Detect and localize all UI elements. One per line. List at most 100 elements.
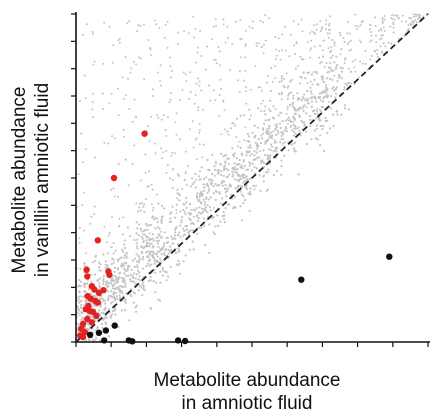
background-point (152, 239, 155, 242)
background-point (293, 147, 296, 150)
background-point (216, 184, 219, 187)
background-point (213, 165, 216, 168)
background-point (259, 189, 262, 192)
background-point (137, 210, 140, 213)
background-point (391, 14, 394, 17)
background-point (272, 130, 275, 133)
background-point (142, 205, 145, 208)
background-point (242, 181, 245, 184)
background-point (382, 34, 384, 37)
background-point (262, 174, 266, 177)
series-black-points (86, 253, 393, 345)
background-point (161, 274, 165, 277)
background-point (302, 71, 305, 74)
background-point (382, 21, 385, 24)
background-point (178, 99, 181, 102)
background-point (108, 295, 111, 298)
background-point (329, 15, 332, 18)
background-point (159, 79, 162, 82)
background-point (137, 261, 140, 264)
background-point (107, 285, 110, 288)
background-point (412, 22, 415, 25)
background-point (268, 118, 271, 121)
background-point (124, 309, 127, 312)
background-point (175, 225, 178, 228)
background-point (201, 194, 204, 197)
background-point (122, 277, 126, 280)
background-point (219, 163, 222, 166)
background-point (213, 59, 216, 61)
background-point (205, 176, 208, 179)
background-point (115, 275, 118, 278)
background-point (304, 99, 307, 102)
background-point (140, 245, 143, 249)
background-point (91, 108, 94, 111)
background-point (113, 297, 116, 300)
background-point (116, 268, 119, 271)
background-point (366, 69, 369, 72)
background-point (223, 214, 226, 217)
background-point (294, 125, 297, 128)
background-point (137, 269, 140, 272)
background-point (256, 45, 258, 48)
background-point (319, 99, 322, 102)
background-point (165, 135, 168, 137)
background-point (144, 228, 147, 232)
background-point (125, 292, 128, 295)
background-point (340, 113, 343, 116)
background-point (142, 281, 145, 284)
background-point (120, 285, 123, 288)
background-point (347, 67, 350, 70)
background-point (314, 97, 317, 100)
background-point (274, 65, 277, 68)
background-point (300, 119, 303, 122)
background-point (415, 21, 418, 24)
background-point (226, 203, 229, 206)
background-point (329, 66, 332, 70)
background-point (232, 153, 235, 156)
background-point (86, 282, 89, 285)
background-point (236, 168, 239, 171)
background-point (84, 97, 87, 100)
background-point (200, 166, 203, 169)
background-point (142, 241, 145, 244)
background-point (142, 258, 145, 261)
background-point (164, 23, 167, 26)
background-point (309, 86, 312, 89)
background-point (160, 84, 162, 87)
background-point (151, 188, 154, 191)
background-point (290, 143, 293, 146)
background-point (311, 30, 314, 33)
background-point (266, 138, 269, 141)
background-point (379, 45, 382, 48)
background-point (206, 211, 209, 214)
background-point (292, 116, 295, 119)
background-point (178, 231, 181, 234)
background-point (417, 18, 419, 21)
background-point (264, 141, 267, 144)
red-data-point (83, 266, 90, 273)
background-point (150, 203, 153, 206)
background-point (80, 303, 83, 307)
background-point (259, 150, 261, 153)
background-point (207, 168, 210, 171)
background-point (232, 207, 235, 210)
background-point (256, 145, 259, 148)
background-point (156, 71, 159, 74)
background-point (281, 132, 285, 136)
background-point (271, 80, 274, 83)
background-point (240, 219, 243, 222)
background-point (267, 148, 270, 151)
background-point (237, 184, 240, 188)
background-point (149, 223, 152, 227)
red-data-point (91, 286, 98, 293)
background-point (237, 174, 240, 177)
background-point (231, 175, 234, 178)
red-data-point (141, 130, 148, 137)
background-point (224, 207, 227, 210)
background-point (188, 98, 191, 100)
background-point (297, 23, 300, 26)
background-point (135, 245, 138, 248)
background-point (339, 53, 342, 56)
background-point (203, 208, 207, 211)
